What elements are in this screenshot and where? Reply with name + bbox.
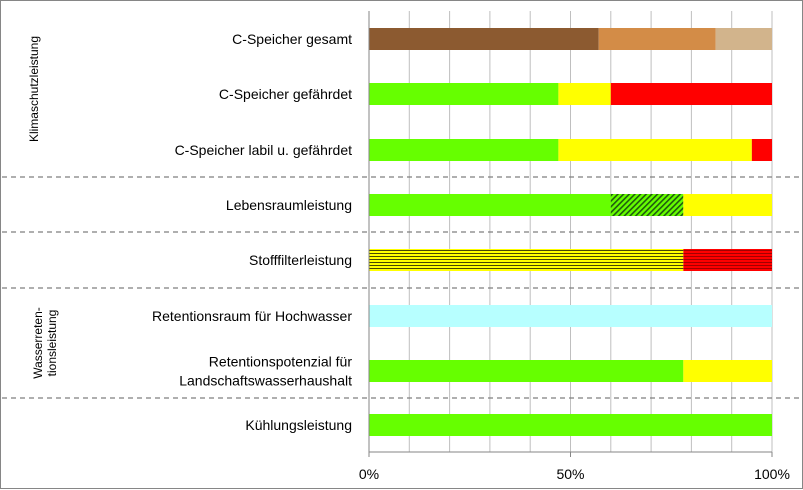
category-label: C-Speicher gesamt — [232, 31, 352, 47]
bar-segment — [683, 249, 772, 271]
bar-segment — [683, 360, 772, 382]
x-tick-label: 50% — [556, 466, 584, 482]
category-label: Landschaftswasserhaushalt — [179, 373, 352, 389]
bar-segment — [369, 305, 772, 327]
bar-segment — [369, 360, 684, 382]
bar-segment — [751, 139, 772, 161]
bar-segment — [610, 194, 684, 216]
category-label: Stofffilterleistung — [249, 252, 352, 268]
category-label: Retentionspotenzial für — [209, 354, 353, 370]
bar-segment — [598, 28, 716, 50]
bar-segment — [558, 83, 611, 105]
group-label: tionsleistung — [45, 310, 59, 377]
bar-segment — [369, 139, 559, 161]
bar-segment — [369, 249, 684, 271]
x-tick-label: 100% — [754, 466, 790, 482]
bar-segment — [369, 83, 559, 105]
category-label: C-Speicher gefährdet — [219, 86, 352, 102]
group-label: Wasserreten- — [31, 307, 45, 379]
category-label: C-Speicher labil u. gefährdet — [175, 142, 353, 158]
bar-segment — [369, 194, 611, 216]
bar-segment — [715, 28, 772, 50]
bar-segment — [369, 28, 599, 50]
category-label: Retentionsraum für Hochwasser — [152, 308, 352, 324]
bar-segment — [683, 194, 772, 216]
bar-segment — [610, 83, 772, 105]
category-label: Lebensraumleistung — [226, 197, 352, 213]
x-tick-label: 0% — [359, 466, 379, 482]
bar-segment — [558, 139, 752, 161]
bar-segment — [369, 414, 772, 436]
category-label: Kühlungsleistung — [245, 417, 352, 433]
group-label: Klimaschutzleistung — [27, 36, 41, 142]
